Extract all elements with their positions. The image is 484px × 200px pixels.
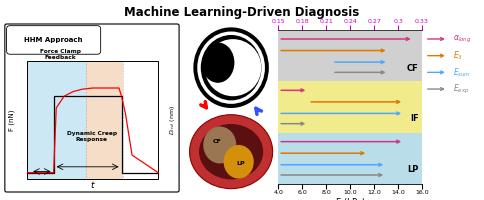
Text: $\alpha_{long}$: $\alpha_{long}$	[454, 33, 472, 45]
Text: $E_{exp}$: $E_{exp}$	[454, 82, 470, 96]
Bar	[28, 61, 158, 179]
Bar	[86, 61, 123, 179]
Ellipse shape	[194, 27, 269, 108]
FancyBboxPatch shape	[5, 24, 179, 192]
Ellipse shape	[199, 124, 263, 179]
Text: Machine Learning-Driven Diagnosis: Machine Learning-Driven Diagnosis	[124, 6, 360, 19]
Ellipse shape	[190, 115, 272, 189]
Text: HHM Approach: HHM Approach	[24, 37, 83, 43]
Bar	[278, 30, 422, 81]
Text: t: t	[90, 181, 94, 190]
Text: LP: LP	[407, 165, 419, 174]
FancyBboxPatch shape	[7, 26, 101, 54]
Ellipse shape	[203, 126, 236, 163]
Text: IF: IF	[410, 114, 419, 123]
Text: Force Clamp
Feedback: Force Clamp Feedback	[40, 49, 81, 60]
Text: CF: CF	[407, 64, 419, 73]
Text: CF: CF	[212, 139, 221, 144]
Ellipse shape	[224, 145, 254, 179]
Ellipse shape	[205, 39, 261, 96]
Ellipse shape	[201, 42, 234, 83]
Bar	[278, 81, 422, 133]
Text: $E_3$: $E_3$	[454, 49, 463, 62]
X-axis label: E (kPa): E (kPa)	[335, 198, 365, 200]
Text: F (nN): F (nN)	[9, 109, 15, 131]
Text: Dynamic Creep
Response: Dynamic Creep Response	[67, 131, 117, 142]
Bar	[28, 61, 86, 179]
Text: $D_{ind}$ (nm): $D_{ind}$ (nm)	[167, 105, 177, 135]
Text: $E_{sum}$: $E_{sum}$	[454, 66, 471, 79]
Text: LP: LP	[236, 161, 245, 166]
Bar	[278, 133, 422, 184]
